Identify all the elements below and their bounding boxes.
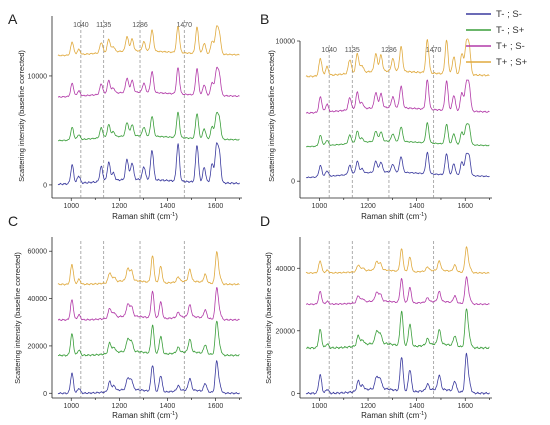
panel-d-y-axis-label: Scattering intensity (baseline corrected… <box>264 252 273 384</box>
marker-label: 1286 <box>132 22 148 29</box>
panel-a-y-axis-label: Scattering intensity (baseline corrected… <box>17 50 26 182</box>
x-tick-label: 1000 <box>63 203 79 210</box>
spectrum-t+s+ <box>57 25 240 57</box>
legend-label: T+ ; S+ <box>496 57 528 68</box>
spectrum-t+s+ <box>305 38 490 78</box>
x-tick-label: 1200 <box>360 403 376 410</box>
x-tick-label: 1600 <box>208 203 224 210</box>
y-tick-label: 0 <box>291 179 295 186</box>
panel-c-plot: 1000 1200 1400 1600 0 20000 40000 60000 <box>28 237 242 410</box>
spectrum-t-s+ <box>305 122 490 148</box>
spectrum-t-s- <box>305 151 490 179</box>
y-tick-label: 40000 <box>28 296 48 303</box>
spectrum-t-s- <box>57 142 240 186</box>
legend: T- ; S- T- ; S+ T+ ; S- T+ ; S+ <box>466 9 528 68</box>
legend-label: T+ ; S- <box>496 41 525 52</box>
x-tick-label: 1400 <box>409 403 425 410</box>
y-tick-label: 60000 <box>28 249 48 256</box>
spectrum-t-s- <box>57 360 240 395</box>
marker-label: 1470 <box>426 47 442 54</box>
y-tick-label: 20000 <box>276 328 296 335</box>
y-tick-label: 10000 <box>276 39 296 46</box>
spectrum-t+s- <box>58 66 240 98</box>
y-tick-label: 10000 <box>28 73 48 80</box>
panel-a-letter: A <box>8 11 18 27</box>
panel-d-plot: 1000 1200 1400 1600 0 20000 40000 <box>276 237 492 410</box>
x-tick-label: 1400 <box>409 203 425 210</box>
marker-label: 1040 <box>321 47 337 54</box>
spectrum-t-s- <box>305 352 490 395</box>
panel-b-y-axis-label: Scattering intensity (baseline corrected… <box>267 50 276 182</box>
spectrum-t+s+ <box>305 246 490 274</box>
spectrum-t+s- <box>58 287 240 321</box>
x-tick-label: 1000 <box>63 403 79 410</box>
panel-c-x-axis-label: Raman shift (cm-1) <box>112 411 178 420</box>
x-tick-label: 1400 <box>160 403 176 410</box>
panel-c: C Scattering intensity (baseline correct… <box>8 213 242 420</box>
x-tick-label: 1400 <box>160 203 176 210</box>
panel-a-x-axis-label: Raman shift (cm-1) <box>112 212 178 221</box>
panel-b-plot: 1000 1200 1400 1600 0 10000 1040 1135 1286 1470 <box>276 38 492 210</box>
panel-a-plot: 1000 1200 1400 1600 0 10000 1040 1135 1286 1470 <box>28 16 242 210</box>
panel-b-x-axis-label: Raman shift (cm-1) <box>361 212 427 221</box>
spectrum-t-s+ <box>57 320 240 357</box>
x-tick-label: 1000 <box>312 403 328 410</box>
spectrum-t-s+ <box>58 111 240 142</box>
panel-c-letter: C <box>8 213 18 229</box>
legend-label: T- ; S- <box>496 9 522 20</box>
marker-label: 1470 <box>176 22 192 29</box>
legend-entry: T+ ; S+ <box>466 57 528 68</box>
y-tick-label: 40000 <box>276 266 296 273</box>
legend-entry: T- ; S- <box>466 9 522 20</box>
marker-label: 1135 <box>96 22 111 29</box>
legend-entry: T- ; S+ <box>466 25 525 36</box>
marker-label: 1286 <box>381 47 397 54</box>
spectrum-t+s- <box>306 79 490 114</box>
panel-b: B Scattering intensity (baseline correct… <box>260 11 492 221</box>
spectrum-t+s- <box>306 276 490 306</box>
spectrum-t+s+ <box>57 251 240 286</box>
y-tick-label: 20000 <box>28 343 48 350</box>
panel-d-x-axis-label: Raman shift (cm-1) <box>361 411 427 420</box>
x-tick-label: 1200 <box>112 203 128 210</box>
x-tick-label: 1200 <box>112 403 128 410</box>
spectrum-t-s+ <box>305 308 490 350</box>
x-tick-label: 1600 <box>457 203 473 210</box>
panel-d-letter: D <box>260 213 270 229</box>
y-tick-label: 0 <box>43 391 47 398</box>
x-tick-label: 1000 <box>312 203 328 210</box>
panel-b-letter: B <box>260 11 269 27</box>
marker-label: 1040 <box>73 22 89 29</box>
marker-label: 1135 <box>345 47 360 54</box>
panel-a: A Scattering intensity (baseline correct… <box>8 11 242 221</box>
x-tick-label: 1200 <box>360 203 376 210</box>
legend-entry: T+ ; S- <box>466 41 525 52</box>
x-tick-label: 1600 <box>208 403 224 410</box>
y-tick-label: 0 <box>43 182 47 189</box>
panel-d: D Scattering intensity (baseline correct… <box>260 213 492 420</box>
legend-label: T- ; S+ <box>496 25 525 36</box>
y-tick-label: 0 <box>291 391 295 398</box>
panel-c-y-axis-label: Scattering intensity (baseline corrected… <box>13 252 22 384</box>
x-tick-label: 1600 <box>457 403 473 410</box>
